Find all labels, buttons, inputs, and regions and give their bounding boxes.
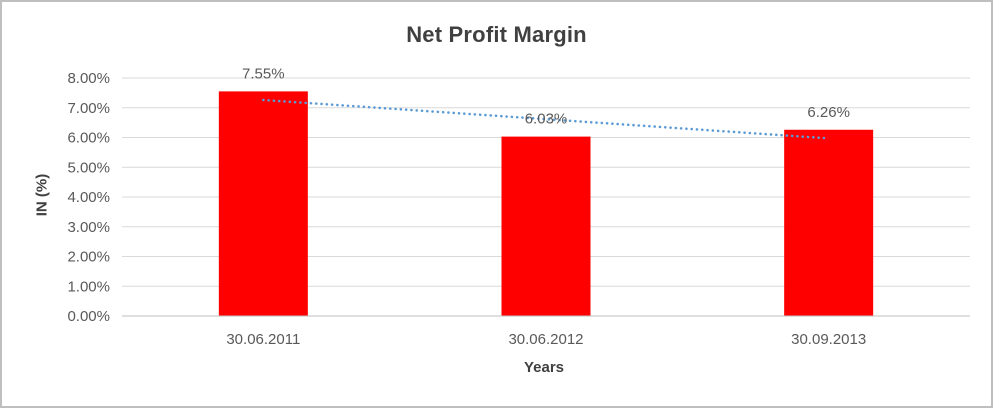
bar-data-label: 7.55%	[242, 65, 285, 82]
x-axis-title: Years	[523, 359, 565, 376]
y-tick-label: 7.00%	[67, 100, 110, 117]
y-tick-label: 3.00%	[67, 219, 110, 236]
bar	[218, 91, 308, 316]
y-tick-label: 6.00%	[67, 130, 110, 147]
y-tick-label: 5.00%	[67, 159, 110, 176]
bar	[784, 129, 874, 316]
y-tick-label: 1.00%	[67, 278, 110, 295]
bar	[501, 136, 591, 316]
x-tick-label: 30.06.2011	[226, 331, 300, 348]
x-tick-label: 30.06.2012	[508, 331, 583, 348]
chart-title: Net Profit Margin	[406, 22, 587, 47]
y-tick-label: 8.00%	[67, 70, 110, 87]
bar-data-label: 6.03%	[525, 111, 568, 128]
y-tick-label: 4.00%	[67, 189, 110, 206]
y-tick-label: 0.00%	[67, 308, 110, 325]
trendline	[262, 98, 830, 140]
y-tick-label: 2.00%	[67, 249, 110, 266]
bar-data-label: 6.26%	[807, 104, 850, 121]
x-tick-label: 30.09.2013	[791, 331, 866, 348]
